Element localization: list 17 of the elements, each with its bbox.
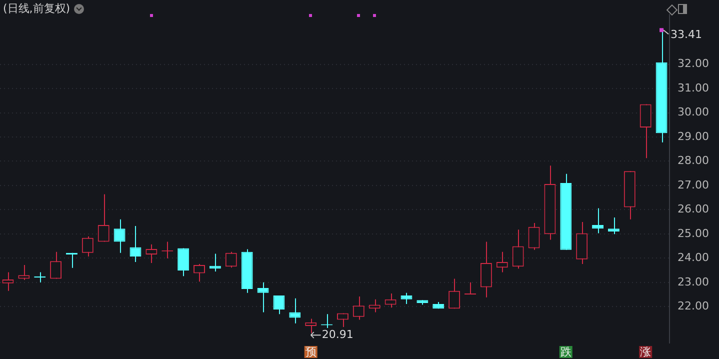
y-tick-label: 32.00	[678, 57, 710, 70]
text: 33.41	[670, 28, 702, 41]
y-tick-label: 31.00	[678, 81, 710, 94]
annotation: 20.91	[322, 328, 354, 341]
y-tick-label: 23.00	[678, 275, 710, 288]
y-tick-label: 25.00	[678, 226, 710, 240]
y-tick-label: 28.00	[678, 154, 710, 168]
y-tick-label: 30.00	[678, 106, 710, 119]
text: 预	[305, 345, 316, 358]
y-tick-label: 27.00	[678, 178, 710, 192]
chart-title: (日线,前复权)	[3, 1, 70, 16]
y-tick-label: 29.00	[678, 130, 710, 143]
text: 跌	[560, 345, 572, 358]
y-tick-label: 26.00	[678, 202, 710, 216]
y-tick-label: 22.00	[678, 300, 710, 313]
text: 涨	[640, 345, 652, 358]
y-tick-label: 24.00	[678, 251, 710, 264]
